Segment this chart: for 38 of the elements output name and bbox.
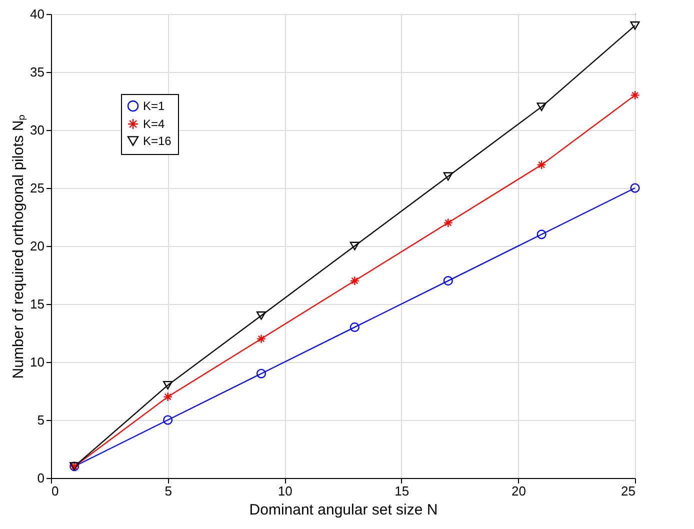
point bbox=[256, 368, 266, 378]
point bbox=[163, 415, 173, 425]
x-tick-label: 20 bbox=[511, 484, 526, 498]
x-tick-label: 5 bbox=[164, 484, 172, 498]
x-tick-label: 10 bbox=[278, 484, 292, 498]
y-axis-title: Number of required orthogonal pilots Nₚ bbox=[10, 114, 28, 379]
point bbox=[350, 322, 360, 332]
legend-label: K=4 bbox=[143, 117, 166, 131]
point bbox=[536, 160, 546, 170]
y-tick-label: 10 bbox=[30, 354, 44, 370]
point bbox=[536, 102, 546, 112]
x-axis-title: Dominant angular set size N bbox=[249, 502, 438, 518]
point bbox=[630, 90, 640, 100]
point bbox=[443, 218, 453, 228]
y-tick-label: 25 bbox=[30, 180, 44, 196]
point bbox=[443, 172, 453, 181]
point bbox=[443, 276, 453, 286]
point bbox=[630, 183, 640, 193]
y-tick-label: 30 bbox=[30, 122, 44, 138]
x-tick-label: 15 bbox=[394, 484, 410, 498]
point bbox=[630, 21, 640, 30]
point bbox=[163, 392, 173, 402]
legend-label: K=1 bbox=[143, 99, 166, 113]
y-tick-label: 35 bbox=[30, 64, 44, 80]
y-tick-label: 15 bbox=[30, 296, 44, 312]
x-tick-label: 0 bbox=[52, 484, 59, 498]
legend-label: K=16 bbox=[143, 134, 172, 148]
y-tick-label: 5 bbox=[37, 412, 44, 428]
point bbox=[163, 380, 173, 390]
x-tick-label: 25 bbox=[621, 484, 636, 498]
point bbox=[350, 276, 360, 286]
y-tick-label: 40 bbox=[30, 6, 44, 22]
point bbox=[256, 334, 266, 344]
y-tick-label: 0 bbox=[37, 470, 44, 486]
point bbox=[350, 242, 360, 250]
y-tick-label: 20 bbox=[30, 238, 44, 254]
point bbox=[256, 311, 266, 320]
point bbox=[536, 230, 546, 240]
